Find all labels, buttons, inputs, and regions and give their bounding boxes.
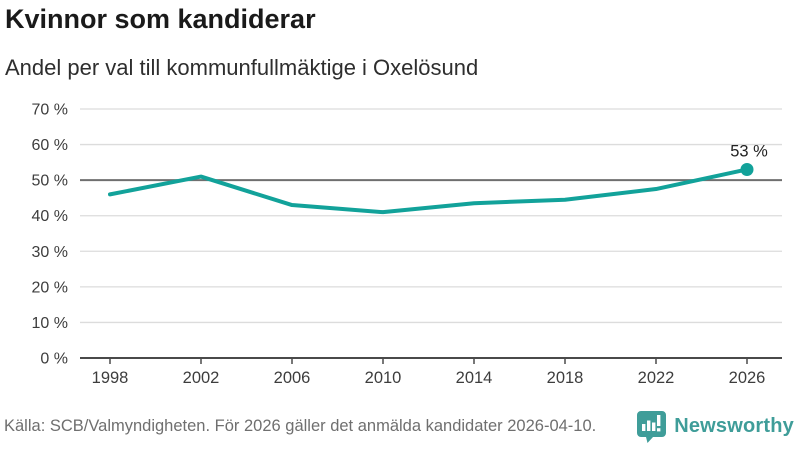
- footer: Källa: SCB/Valmyndigheten. För 2026 gäll…: [0, 408, 800, 444]
- line-chart: 0 % 10 % 20 % 30 % 40 % 50 % 60 % 70 % 1998 2002 2…: [32, 102, 782, 387]
- page-subtitle: Andel per val till kommunfullmäktige i O…: [5, 55, 479, 80]
- x-tick-label: 2022: [638, 369, 675, 387]
- y-tick-label: 20 %: [32, 279, 68, 296]
- x-tick-label: 1998: [92, 369, 129, 387]
- data-line: [108, 167, 749, 215]
- newsworthy-brand-name: Newsworthy: [674, 414, 794, 437]
- page-title: Kvinnor som kandiderar: [5, 4, 316, 34]
- newsworthy-logo-icon: [636, 410, 667, 443]
- y-tick-label: 40 %: [32, 208, 68, 225]
- newsworthy-brand-link[interactable]: Newsworthy: [636, 410, 794, 443]
- point-value-label: 53 %: [730, 142, 768, 160]
- x-tick-label: 2018: [547, 369, 584, 387]
- y-tick-label: 0 %: [40, 351, 68, 368]
- x-tick-label: 2002: [183, 369, 220, 387]
- y-tick-label: 30 %: [32, 244, 68, 261]
- x-tick-label: 2014: [456, 369, 493, 387]
- x-tick-label: 2026: [729, 369, 766, 387]
- y-tick-label: 50 %: [32, 173, 68, 190]
- end-point-marker: [740, 162, 754, 176]
- y-tick-label: 70 %: [32, 102, 68, 119]
- y-tick-label: 10 %: [32, 315, 68, 332]
- source-note: Källa: SCB/Valmyndigheten. För 2026 gäll…: [4, 416, 597, 435]
- x-tick-label: 2006: [274, 369, 311, 387]
- x-tick-label: 2010: [365, 369, 402, 387]
- y-tick-label: 60 %: [32, 137, 68, 154]
